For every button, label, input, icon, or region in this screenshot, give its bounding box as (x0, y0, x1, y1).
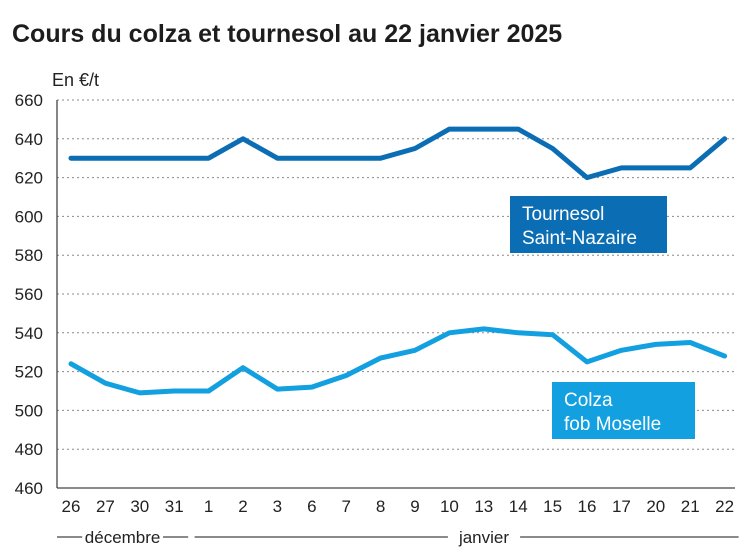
x-tick-label: 7 (341, 497, 350, 516)
x-tick-label: 15 (543, 497, 562, 516)
x-tick-label: 27 (96, 497, 115, 516)
y-tick-label: 460 (15, 479, 43, 498)
series-label-box (510, 196, 667, 253)
y-tick-label: 660 (15, 91, 43, 110)
y-tick-label: 520 (15, 363, 43, 382)
x-tick-label: 30 (130, 497, 149, 516)
month-label: janvier (458, 528, 509, 547)
y-tick-label: 580 (15, 246, 43, 265)
chart-title: Cours du colza et tournesol au 22 janvie… (12, 20, 562, 48)
y-tick-label: 620 (15, 169, 43, 188)
x-tick-label: 8 (376, 497, 385, 516)
y-tick-label: 480 (15, 440, 43, 459)
x-tick-label: 9 (410, 497, 419, 516)
y-tick-label: 640 (15, 130, 43, 149)
series-label-text: fob Moselle (564, 414, 661, 435)
x-tick-label: 22 (715, 497, 734, 516)
y-tick-label: 500 (15, 401, 43, 420)
x-tick-label: 26 (62, 497, 81, 516)
x-tick-label: 20 (646, 497, 665, 516)
x-tick-label: 10 (440, 497, 459, 516)
x-tick-label: 16 (578, 497, 597, 516)
x-tick-label: 3 (273, 497, 282, 516)
x-tick-label: 2 (238, 497, 247, 516)
series-label-1: Colza fob Moselle (552, 382, 695, 439)
series-lines (68, 126, 728, 396)
x-tick-label: 1 (204, 497, 213, 516)
series-label-text: Saint-Nazaire (522, 228, 637, 249)
y-tick-label: 600 (15, 207, 43, 226)
x-tick-label: 21 (681, 497, 700, 516)
y-axis-ticks: 460 480 500 520 540 560 580 600 620 640 660 (15, 91, 43, 498)
series-line-1 (68, 326, 728, 396)
series-label-0: Tournesol Saint-Nazaire (510, 196, 667, 253)
x-tick-label: 17 (612, 497, 631, 516)
series-label-text: Tournesol (522, 204, 604, 225)
series-label-text: Colza (564, 390, 613, 411)
x-axis-ticks: 26 27 30 31 1 2 3 6 7 8 9 10 13 14 15 16 17 20 21 22 (62, 497, 735, 516)
x-tick-label: 6 (307, 497, 316, 516)
series-label-box (552, 382, 695, 439)
y-tick-label: 560 (15, 285, 43, 304)
x-tick-label: 13 (474, 497, 493, 516)
month-labels: décembre janvier (57, 528, 739, 547)
series-labels: Tournesol Saint-Nazaire Colza fob Moselle (510, 196, 695, 439)
x-tick-label: 31 (165, 497, 184, 516)
x-tick-label: 14 (509, 497, 528, 516)
month-label: décembre (85, 528, 161, 547)
y-axis-unit: En €/t (52, 70, 99, 90)
series-line-0 (68, 126, 728, 181)
y-tick-label: 540 (15, 324, 43, 343)
